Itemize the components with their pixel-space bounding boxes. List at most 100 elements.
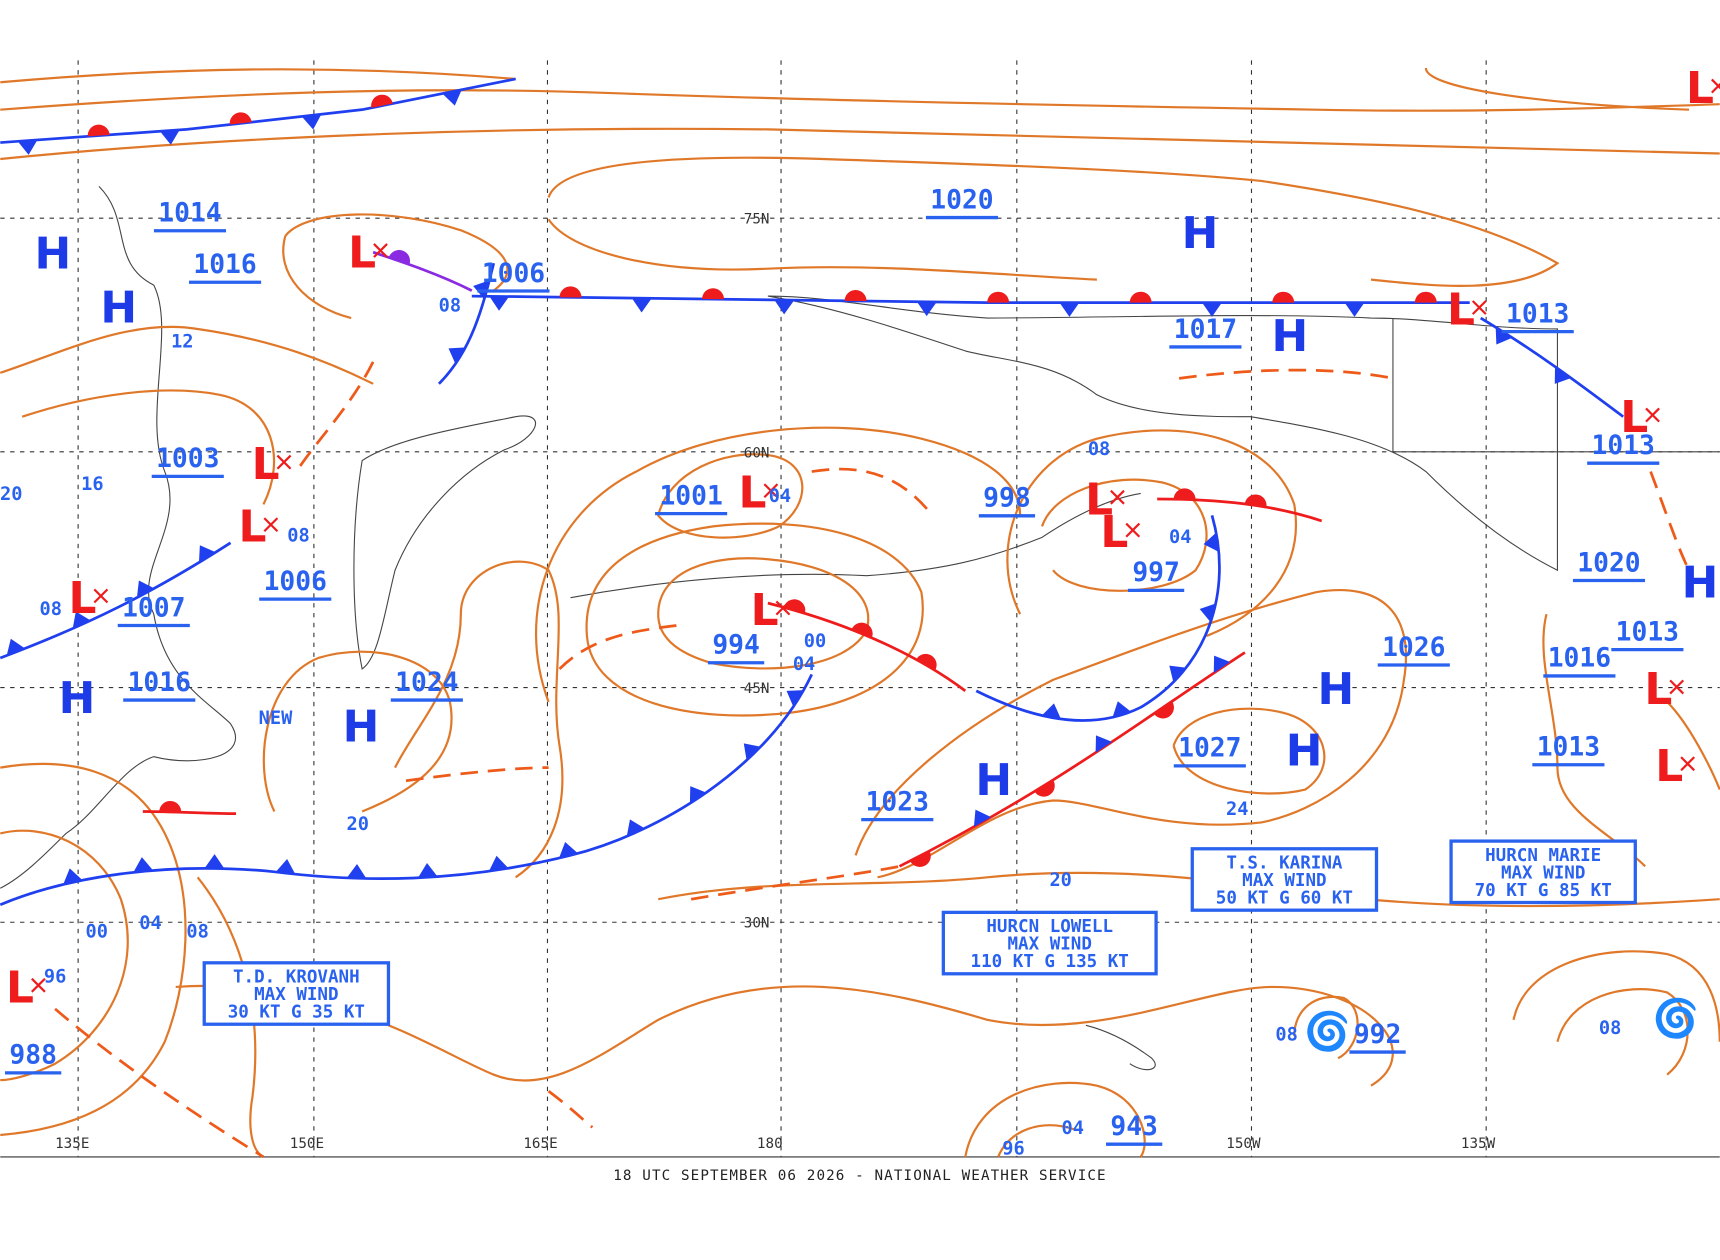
longitude-label: 135E xyxy=(55,1136,89,1152)
isobar-label: 08 xyxy=(439,295,461,316)
canada-border xyxy=(1392,318,1720,453)
high-center: H xyxy=(59,673,96,724)
cold-front-symbol xyxy=(301,114,322,130)
cold-front-symbol xyxy=(1112,701,1132,718)
warm-front-symbol xyxy=(702,288,725,300)
storm-name: HURCN MARIE xyxy=(1485,846,1601,866)
warm-front-symbol xyxy=(851,622,873,638)
storm-box xyxy=(941,910,1158,976)
pressure-value: 988 xyxy=(9,1041,57,1071)
low-marker xyxy=(1680,756,1696,772)
trough xyxy=(295,361,375,473)
cold-front-symbol xyxy=(626,819,645,837)
isobar xyxy=(997,1124,1076,1158)
isobar-label: 00 xyxy=(86,922,108,943)
stationary-front xyxy=(0,77,516,144)
storm-box xyxy=(1190,847,1379,912)
isobar-label: 04 xyxy=(1062,1118,1084,1139)
low-center: L xyxy=(348,228,376,279)
low-center: L xyxy=(69,573,97,624)
cold-front-symbol xyxy=(1344,302,1365,317)
storm-wind-label: MAX WIND xyxy=(1501,863,1585,883)
isobar xyxy=(1006,429,1297,638)
longitude-label: 150E xyxy=(290,1136,324,1152)
cold-front-symbol xyxy=(1213,655,1231,674)
warm-front-symbol xyxy=(159,800,182,813)
low-center: L xyxy=(1447,285,1475,336)
cold-front-symbol xyxy=(442,89,462,106)
coastlines xyxy=(0,186,1720,1071)
cold-front-symbol xyxy=(63,868,83,885)
storm-wind: 70 KT G 85 KT xyxy=(1475,881,1612,901)
warm-front-symbol xyxy=(1414,291,1437,303)
isobar-label: 20 xyxy=(0,484,22,505)
low-marker xyxy=(263,517,279,533)
pressure-value: 1020 xyxy=(930,185,993,215)
pressure-value: 998 xyxy=(983,484,1031,514)
isobar xyxy=(284,213,509,292)
low-center: L xyxy=(1100,507,1128,558)
storm-name: T.S. KARINA xyxy=(1226,854,1343,874)
high-center: H xyxy=(343,701,380,752)
latitude-label: 60N xyxy=(744,445,770,461)
footer: 18 UTC SEPTEMBER 06 2026 - NATIONAL WEAT… xyxy=(613,1168,1106,1184)
trough xyxy=(547,1090,594,1129)
isobars xyxy=(0,67,1720,1158)
latitude-labels: 75N 60N 45N 30N xyxy=(744,212,770,932)
cold-front-symbol xyxy=(1169,665,1187,683)
low-marker xyxy=(1110,489,1125,505)
high-center: H xyxy=(1272,311,1309,362)
low-center: L xyxy=(6,962,34,1013)
isobar-label: 08 xyxy=(1088,439,1110,460)
isobar xyxy=(1424,67,1690,111)
warm-front-symbol xyxy=(1272,291,1295,303)
warm-front-symbol xyxy=(844,290,867,302)
high-center: H xyxy=(35,229,72,280)
isobar xyxy=(964,1081,1146,1158)
highs: H H H H H H H H H H xyxy=(35,208,1719,806)
kamchatka xyxy=(353,415,537,670)
low-center: L xyxy=(1644,664,1672,715)
pressure-value: 1006 xyxy=(482,259,545,289)
lows: L L L L L L L L L L L L L L xyxy=(6,63,1720,1013)
low-marker xyxy=(775,600,791,616)
low-marker xyxy=(31,977,46,993)
cold-front-symbol xyxy=(1095,735,1113,753)
isobar xyxy=(175,984,1394,1087)
isobar-label: 04 xyxy=(1169,527,1191,548)
asia-coast xyxy=(0,186,237,889)
warm-front-symbol xyxy=(371,94,393,108)
warm-front-symbol xyxy=(1034,779,1055,797)
pressure-value: 1016 xyxy=(193,250,256,280)
pressure-value: 1003 xyxy=(156,444,219,474)
high-center: H xyxy=(1682,558,1719,609)
cold-front-symbol xyxy=(72,611,91,629)
high-center: H xyxy=(1318,664,1355,715)
low-center: L xyxy=(751,585,779,636)
trough xyxy=(811,467,934,517)
pressure-value: 1006 xyxy=(264,567,327,597)
pressure-value: 997 xyxy=(1132,558,1179,588)
troughs xyxy=(54,361,1691,1159)
isobar xyxy=(21,389,276,505)
isobar-label: 08 xyxy=(287,526,309,547)
cold-front-symbol xyxy=(6,638,26,656)
cold-front-symbol xyxy=(786,690,804,707)
isobar xyxy=(262,650,453,813)
pressure-value: 1013 xyxy=(1616,617,1679,647)
high-center: H xyxy=(975,755,1012,806)
warm-front-symbol xyxy=(1129,291,1152,303)
storm-name: HURCN LOWELL xyxy=(986,917,1113,937)
cold-front-symbol xyxy=(133,857,154,873)
low-marker xyxy=(1645,407,1660,423)
isobar-label: 96 xyxy=(1002,1139,1024,1160)
cold-front-symbol xyxy=(1203,532,1220,552)
warm-front xyxy=(767,601,967,692)
isobar-label: 20 xyxy=(347,814,369,835)
isobar xyxy=(282,235,352,320)
storm-wind-label: MAX WIND xyxy=(1007,935,1091,955)
longitude-label: 135W xyxy=(1461,1136,1496,1152)
isobar-label: 08 xyxy=(1599,1018,1621,1039)
isobar xyxy=(1666,701,1720,790)
